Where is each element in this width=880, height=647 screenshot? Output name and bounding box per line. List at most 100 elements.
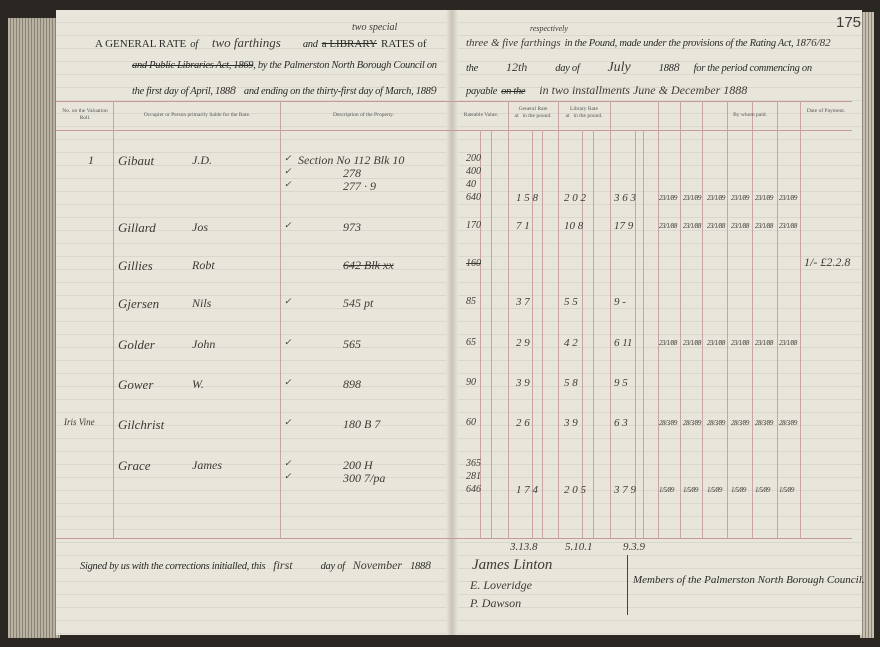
page-stack-left (8, 18, 60, 638)
column-rule (491, 130, 492, 538)
general-rate-amount: 2 6 (516, 417, 530, 429)
column-rule (582, 130, 583, 538)
signature-1: James Linton (472, 557, 553, 573)
struck-libraries-act: and Public Libraries Act, 1869 (132, 60, 254, 71)
struck-on-the: on the (501, 86, 526, 97)
library-rate-amount: 10 8 (564, 220, 584, 232)
payment-date: 28/3/89 (659, 419, 677, 427)
property-description: Section No 112 Blk 10 (298, 153, 405, 167)
payment-date: 1/5/89 (755, 486, 770, 494)
header-rule-top (56, 101, 852, 102)
occupier-given: James (192, 458, 222, 472)
general-rate-amount: 2 9 (516, 337, 530, 349)
occupier-surname: Gillies (118, 258, 153, 273)
footer-day-of: day of (320, 561, 345, 572)
column-rule (508, 101, 509, 538)
rateable-value: 60 (466, 417, 476, 428)
col-header-by-whom: By whom paid. (733, 112, 767, 118)
tick-mark: ✓ (284, 220, 292, 230)
tick-mark: ✓ (284, 471, 292, 481)
column-rule (532, 130, 533, 538)
column-rule (658, 101, 659, 538)
payment-date: 1/5/89 (779, 486, 794, 494)
payment-date: 28/3/89 (779, 419, 797, 427)
rateable-value: 90 (466, 377, 476, 388)
header-right-line1: three & five farthings in the Pound, mad… (466, 37, 831, 49)
payment-date: 23/1/89 (683, 194, 701, 202)
insert-two-special: two special (352, 22, 398, 33)
payment-date: 23/1/89 (755, 194, 773, 202)
header-payable-label: payable (466, 86, 498, 97)
column-rule (558, 101, 559, 538)
footer-signed-text: Signed by us with the corrections initia… (80, 561, 266, 572)
footer-month-handwritten: November (352, 558, 403, 572)
rateable-value: 40 (466, 179, 476, 190)
tick-mark: ✓ (284, 337, 292, 347)
payment-date: 23/1/88 (683, 339, 701, 347)
total-amount: 9 5 (614, 377, 628, 389)
tick-mark: ✓ (284, 153, 292, 163)
rateable-value: 160 (466, 258, 481, 269)
total-amount: 3 7 9 (614, 484, 636, 496)
occupier-given: Robt (192, 258, 215, 272)
property-description: 300 7/pa (343, 471, 386, 485)
header-line2-text: , by the Palmerston North Borough Counci… (253, 60, 437, 71)
general-rate-amount: 1 5 8 (516, 192, 538, 204)
total-amount: 17 9 (614, 220, 634, 232)
rateable-value: 400 (466, 166, 481, 177)
day-handwritten: 12th (505, 60, 528, 74)
total-amount: 9 - (614, 296, 626, 308)
rate-right-handwritten: three & five farthings (466, 37, 561, 49)
tick-mark: ✓ (284, 166, 292, 176)
payment-date: 23/1/88 (683, 222, 701, 230)
occupier-surname: Gibaut (118, 153, 155, 168)
occupier-surname: Gower (118, 377, 154, 392)
rateable-value: 640 (466, 192, 481, 203)
header-the: the (466, 63, 478, 74)
table-rule-bottom (56, 538, 852, 539)
general-rate-amount: 3 7 (516, 296, 530, 308)
occupier-given: W. (192, 377, 204, 391)
library-rate-amount: 5 5 (564, 296, 578, 308)
library-rate-amount: 2 0 2 (564, 192, 586, 204)
payment-date: 23/1/88 (755, 222, 773, 230)
header-line3: the first day of April, 188 8 and ending … (132, 83, 437, 98)
footer-total-combined: 9.3.9 (623, 541, 645, 553)
general-rate-amount: 3 9 (516, 377, 530, 389)
occupier-given: J.D. (192, 153, 212, 167)
tick-mark: ✓ (284, 377, 292, 387)
payment-date: 28/3/89 (683, 419, 701, 427)
payment-date: 23/1/88 (779, 339, 797, 347)
occupier-given: John (192, 337, 216, 351)
rateable-value: 200 (466, 153, 481, 164)
col-header-rateable: Rateable Value. (463, 112, 499, 118)
header-rule-bottom (56, 130, 852, 131)
rate-handwritten: two farthings (211, 35, 281, 50)
payment-date: 23/1/88 (731, 339, 749, 347)
footer-day-handwritten: first (273, 558, 293, 572)
act-year-handwritten: 76/82 (805, 37, 831, 49)
total-amount: 3 6 3 (614, 192, 636, 204)
header-year: 188 (658, 63, 674, 74)
occupier-given: Nils (192, 296, 212, 310)
payment-date: 23/1/88 (659, 222, 677, 230)
col-header-date: Date of Payment. (806, 108, 846, 114)
payment-date: 23/1/89 (707, 194, 725, 202)
property-description: 565 (343, 337, 361, 351)
column-rule (680, 101, 681, 538)
left-page (56, 10, 452, 635)
property-description: 973 (343, 220, 361, 234)
occupier-surname: Gilchrist (118, 417, 165, 432)
occupier-given: Jos (192, 220, 208, 234)
right-page (452, 10, 862, 635)
payment-date: 28/3/89 (731, 419, 749, 427)
property-description: 180 B 7 (343, 417, 381, 431)
rateable-value: 646 (466, 484, 481, 495)
col-header-no: No. on the Valuation Roll. (62, 108, 108, 121)
payment-date: 1/5/89 (731, 486, 746, 494)
library-rate-amount: 4 2 (564, 337, 578, 349)
header-general-rate: A GENERAL RATE (95, 38, 187, 50)
rateable-value: 170 (466, 220, 481, 231)
column-rule (113, 101, 114, 538)
occupier-surname: Grace (118, 458, 151, 473)
